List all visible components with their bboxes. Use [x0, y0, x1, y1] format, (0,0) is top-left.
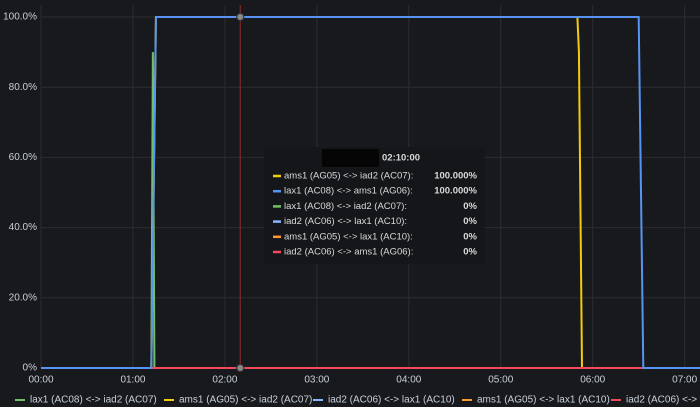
x-tick-label: 04:00	[396, 375, 421, 386]
y-tick-label: 0%	[23, 363, 38, 374]
tooltip-value: 0%	[463, 216, 477, 227]
legend-label[interactable]: iad2 (AC06) <-> lax1 (AC10)	[328, 395, 455, 406]
x-tick-label: 06:00	[580, 375, 605, 386]
y-tick-label: 100.0%	[3, 12, 37, 23]
legend-label[interactable]: ams1 (AG05) <-> iad2 (AC07)	[179, 395, 312, 406]
x-tick-label: 00:00	[28, 375, 53, 386]
tooltip: 02:10:00 ams1 (AG05) <-> iad2 (AC07): 100.…	[236, 5, 485, 372]
legend-label[interactable]: lax1 (AC08) <-> iad2 (AC07)	[30, 395, 157, 406]
x-tick-label: 03:00	[304, 375, 329, 386]
tooltip-name: lax1 (AC08) <-> ams1 (AG06):	[284, 186, 413, 197]
x-tick-label: 05:00	[488, 375, 513, 386]
tooltip-value: 100.000%	[434, 186, 477, 197]
tooltip-value: 100.000%	[434, 171, 477, 182]
tooltip-name: iad2 (AC06) <-> lax1 (AC10):	[284, 216, 407, 227]
x-tick-label: 02:00	[212, 375, 237, 386]
tooltip-value: 0%	[463, 247, 477, 258]
redacted	[322, 149, 379, 167]
tooltip-name: ams1 (AG05) <-> lax1 (AC10):	[284, 231, 413, 242]
y-tick-label: 60.0%	[9, 152, 37, 163]
tooltip-value: 0%	[463, 201, 477, 212]
y-tick-label: 80.0%	[9, 82, 37, 93]
plot	[41, 16, 700, 369]
x-tick-label: 01:00	[120, 375, 145, 386]
legend-label[interactable]: ams1 (AG05) <-> lax1 (AC10)	[477, 395, 610, 406]
legend: lax1 (AC08) <-> iad2 (AC07) ams1 (AG05) <…	[15, 395, 700, 406]
tooltip-box	[264, 147, 485, 264]
x-tick-label: 07:00	[672, 375, 697, 386]
tooltip-name: lax1 (AC08) <-> iad2 (AC07):	[284, 201, 407, 212]
legend-label[interactable]: iad2 (AC06) <-> ams1 (AG06)	[626, 395, 700, 406]
tooltip-value: 0%	[463, 231, 477, 242]
hover-point	[236, 364, 245, 372]
tooltip-time: 02:10:00	[382, 153, 420, 164]
tooltip-name: ams1 (AG05) <-> iad2 (AC07):	[284, 171, 413, 182]
hover-point	[236, 13, 245, 21]
tooltip-name: iad2 (AC06) <-> ams1 (AG06):	[284, 247, 413, 258]
series-line	[41, 16, 700, 369]
y-tick-label: 20.0%	[9, 292, 37, 303]
y-tick-label: 40.0%	[9, 222, 37, 233]
